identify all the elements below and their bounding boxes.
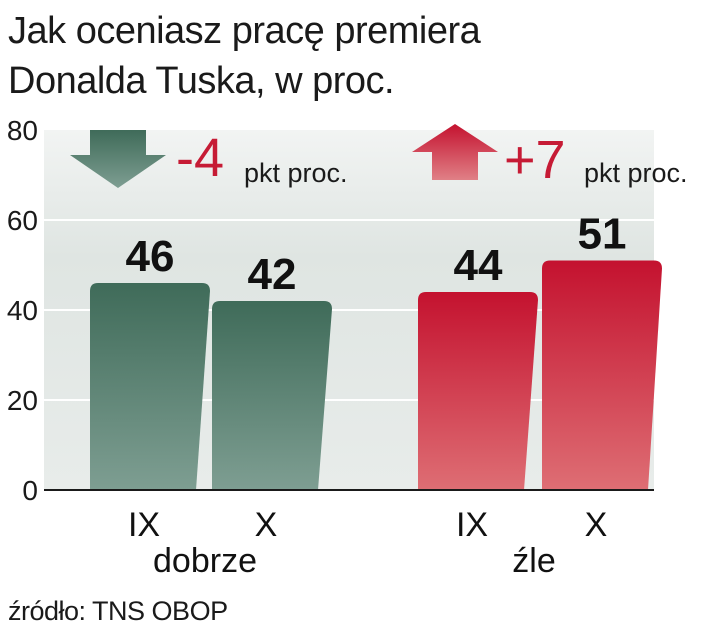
x-category-label: IX	[456, 506, 488, 544]
group-label-dobrze: dobrze	[153, 542, 257, 580]
y-tick-label: 20	[7, 385, 38, 416]
y-tick-label: 60	[7, 205, 38, 236]
value-labels: 46 42 44 51	[126, 210, 627, 300]
bar-źle-X	[542, 260, 662, 490]
change-unit-zle: pkt proc.	[584, 158, 688, 188]
y-axis-ticks: 0 20 40 60 80	[7, 115, 38, 506]
change-unit-dobrze: pkt proc.	[244, 158, 348, 188]
bar-value-label: 44	[454, 241, 503, 290]
bars	[90, 260, 662, 490]
source-note: źródło: TNS OBOP	[8, 596, 228, 626]
arrow-up-icon	[412, 124, 498, 180]
bar-dobrze-IX	[90, 283, 210, 490]
bar-value-label: 46	[126, 232, 175, 281]
chart-title-line-2: Donalda Tuska, w proc.	[8, 60, 395, 102]
x-category-label: X	[585, 506, 608, 544]
bar-źle-IX	[418, 292, 538, 490]
x-category-label: X	[255, 506, 278, 544]
arrow-down-icon	[70, 130, 166, 188]
change-annotations: -4 pkt proc. +7 pkt proc.	[70, 124, 688, 190]
x-category-label: IX	[128, 506, 160, 544]
change-value-zle: +7	[504, 130, 566, 190]
bar-value-label: 42	[248, 250, 297, 299]
change-value-dobrze: -4	[176, 128, 224, 188]
group-label-zle: źle	[512, 542, 555, 580]
y-tick-label: 0	[22, 475, 38, 506]
bar-dobrze-X	[212, 301, 332, 490]
y-tick-label: 80	[7, 115, 38, 146]
chart-title-line-1: Jak oceniasz pracę premiera	[8, 10, 481, 52]
y-tick-label: 40	[7, 295, 38, 326]
bar-value-label: 51	[578, 210, 627, 259]
chart-title: Jak oceniasz pracę premiera Donalda Tusk…	[8, 6, 698, 106]
